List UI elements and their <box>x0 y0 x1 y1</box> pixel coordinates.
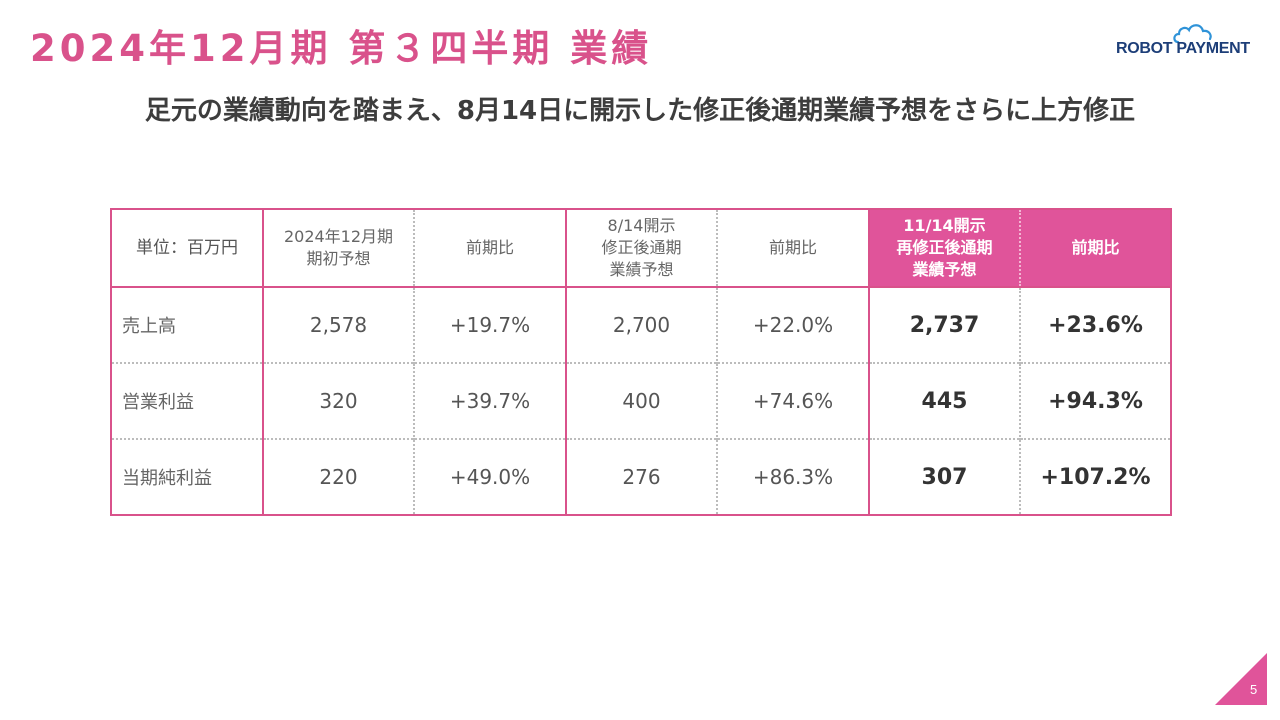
header-yoy-3: 前期比 <box>1019 208 1172 288</box>
header-line: 11/14開示 <box>903 216 986 235</box>
subtitle: 足元の業績動向を踏まえ、8月14日に開示した修正後通期業績予想をさらに上方修正 <box>144 96 1136 126</box>
table-row-operating-profit: 営業利益 320 +39.7% 400 +74.6% 445 +94.3% <box>110 362 1172 439</box>
header-line: 再修正後通期 <box>896 238 993 257</box>
header-revised-forecast: 8/14開示 修正後通期 業績予想 <box>565 208 717 288</box>
logo-text: ROBOT PAYMENT <box>1116 40 1250 57</box>
cell-yoy: +19.7% <box>413 287 566 363</box>
row-label: 当期純利益 <box>110 438 263 516</box>
header-line: 期初予想 <box>306 249 371 268</box>
earnings-forecast-table: 単位：百万円 2024年12月期 期初予想 前期比 8/14開示 修正後通期 業… <box>110 208 1172 516</box>
cell-initial: 320 <box>262 362 414 439</box>
cell-re-revised: 445 <box>868 362 1020 439</box>
header-line: 2024年12月期 <box>283 227 394 246</box>
cell-yoy: +22.0% <box>716 287 869 363</box>
cell-yoy: +94.3% <box>1019 362 1172 439</box>
row-label: 売上高 <box>110 287 263 363</box>
cell-initial: 220 <box>262 438 414 516</box>
cell-re-revised: 307 <box>868 438 1020 516</box>
cell-yoy: +74.6% <box>716 362 869 439</box>
cell-revised: 276 <box>565 438 717 516</box>
cell-revised: 400 <box>565 362 717 439</box>
cell-revised: 2,700 <box>565 287 717 363</box>
header-re-revised-forecast: 11/14開示 再修正後通期 業績予想 <box>868 208 1020 288</box>
table-row-net-income: 当期純利益 220 +49.0% 276 +86.3% 307 +107.2% <box>110 438 1172 516</box>
header-line: 単位：百万円 <box>136 238 238 258</box>
header-yoy-2: 前期比 <box>716 208 869 288</box>
cell-yoy: +39.7% <box>413 362 566 439</box>
cell-initial: 2,578 <box>262 287 414 363</box>
header-line: 8/14開示 <box>607 216 676 235</box>
table-row-revenue: 売上高 2,578 +19.7% 2,700 +22.0% 2,737 +23.… <box>110 287 1172 363</box>
header-unit: 単位：百万円 <box>110 208 263 288</box>
cell-re-revised: 2,737 <box>868 287 1020 363</box>
table-header-row: 単位：百万円 2024年12月期 期初予想 前期比 8/14開示 修正後通期 業… <box>110 208 1172 288</box>
header-initial-forecast: 2024年12月期 期初予想 <box>262 208 414 288</box>
cell-yoy: +86.3% <box>716 438 869 516</box>
page-corner-triangle <box>1215 653 1267 705</box>
cell-yoy: +23.6% <box>1019 287 1172 363</box>
header-line: 前期比 <box>465 238 514 257</box>
cell-yoy: +49.0% <box>413 438 566 516</box>
cloud-icon <box>1173 24 1212 44</box>
header-yoy-1: 前期比 <box>413 208 566 288</box>
company-logo: ROBOT PAYMENT <box>1114 22 1260 62</box>
header-line: 修正後通期 <box>601 238 682 257</box>
header-line: 前期比 <box>1071 238 1120 257</box>
cell-yoy: +107.2% <box>1019 438 1172 516</box>
header-line: 業績予想 <box>609 260 674 279</box>
header-line: 前期比 <box>768 238 817 257</box>
row-label: 営業利益 <box>110 362 263 439</box>
page-number: 5 <box>1250 682 1258 697</box>
header-line: 業績予想 <box>912 260 977 279</box>
slide-title: 2024年12月期 第３四半期 業績 <box>30 27 653 70</box>
